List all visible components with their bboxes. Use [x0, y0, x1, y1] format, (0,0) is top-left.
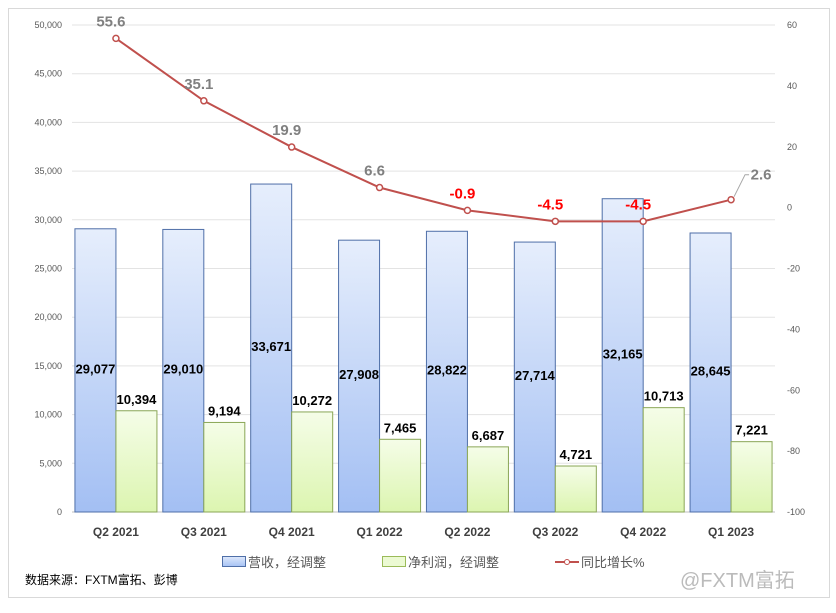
bar-revenue	[162, 228, 205, 513]
legend-label: 净利润，经调整	[408, 555, 500, 570]
profit-data-label: 10,394	[117, 392, 158, 407]
bar-revenue	[689, 232, 732, 513]
watermark: @FXTM富拓	[680, 570, 795, 592]
profit-data-label: 4,721	[560, 447, 593, 462]
legend-swatch-revenue	[222, 556, 246, 567]
profit-data-label: 10,272	[292, 393, 332, 408]
x-tick-label: Q1 2023	[708, 525, 754, 539]
revenue-data-label: 32,165	[603, 346, 643, 361]
bar-revenue	[601, 198, 644, 513]
bar-revenue	[74, 228, 117, 513]
growth-data-label: 2.6	[751, 167, 772, 184]
bar-profit	[466, 446, 509, 513]
legend-label: 同比增长%	[581, 555, 645, 570]
right-tick-label: -60	[787, 385, 800, 395]
legend-revenue: 营收，经调整	[222, 552, 326, 571]
legend-profit: 净利润，经调整	[382, 552, 499, 571]
right-tick-label: -20	[787, 264, 800, 274]
revenue-data-label: 27,714	[515, 368, 556, 383]
growth-data-label: -4.5	[625, 196, 651, 213]
bar-profit	[554, 465, 597, 513]
bar-profit	[203, 421, 246, 513]
left-tick-label: 10,000	[34, 410, 62, 420]
left-tick-label: 50,000	[34, 20, 62, 30]
x-tick-label: Q3 2022	[532, 525, 578, 539]
bar-revenue	[250, 183, 293, 513]
x-tick-label: Q3 2021	[181, 525, 227, 539]
left-tick-label: 30,000	[34, 215, 62, 225]
profit-data-label: 9,194	[208, 403, 241, 418]
right-tick-label: -80	[787, 446, 800, 456]
growth-data-label: 35.1	[184, 76, 213, 93]
left-tick-label: 35,000	[34, 166, 62, 176]
x-tick-label: Q4 2022	[620, 525, 666, 539]
profit-data-label: 7,221	[735, 423, 768, 438]
left-tick-label: 5,000	[39, 458, 62, 468]
revenue-data-label: 28,822	[427, 363, 467, 378]
growth-data-label: 19.9	[272, 122, 301, 139]
revenue-data-label: 27,908	[339, 367, 379, 382]
bar-profit	[379, 438, 422, 513]
right-tick-label: 20	[787, 142, 797, 152]
left-tick-label: 45,000	[34, 69, 62, 79]
right-tick-label: 40	[787, 81, 797, 91]
right-tick-label: -100	[787, 507, 805, 517]
growth-point	[551, 217, 560, 226]
growth-data-label: 55.6	[96, 13, 125, 30]
growth-data-label: -4.5	[537, 196, 563, 213]
profit-data-label: 10,713	[644, 389, 684, 404]
x-tick-label: Q2 2021	[93, 525, 139, 539]
bar-profit	[730, 441, 773, 513]
growth-point	[375, 183, 384, 192]
growth-point	[463, 206, 472, 215]
revenue-data-label: 28,645	[691, 363, 731, 378]
source-note: 数据来源：FXTM富拓、彭博	[25, 573, 178, 587]
growth-point	[639, 217, 647, 226]
bar-profit	[642, 407, 685, 513]
revenue-data-label: 29,010	[163, 362, 203, 377]
growth-point	[200, 97, 208, 105]
profit-data-label: 7,465	[384, 420, 417, 435]
left-tick-label: 15,000	[34, 361, 62, 371]
profit-data-label: 6,687	[472, 428, 505, 443]
right-tick-label: 0	[787, 203, 792, 213]
bar-profit	[291, 411, 334, 513]
growth-point	[727, 195, 735, 204]
x-tick-label: Q2 2022	[444, 525, 490, 539]
legend-line-icon	[555, 558, 579, 565]
growth-data-label: -0.9	[450, 185, 476, 202]
growth-line	[115, 37, 732, 223]
growth-point	[112, 34, 120, 43]
chart-frame	[8, 8, 830, 598]
legend-growth: 同比增长%	[555, 552, 645, 571]
growth-point	[287, 143, 296, 151]
legend-swatch-profit	[382, 556, 406, 567]
revenue-data-label: 33,671	[251, 339, 291, 354]
bar-revenue	[513, 241, 556, 513]
left-tick-label: 0	[57, 507, 62, 517]
leader-line	[733, 174, 750, 197]
right-tick-label: 60	[787, 20, 797, 30]
left-tick-label: 40,000	[34, 117, 62, 127]
x-tick-label: Q4 2021	[269, 525, 315, 539]
growth-data-label: 6.6	[364, 163, 385, 180]
left-tick-label: 20,000	[34, 312, 62, 322]
revenue-data-label: 29,077	[76, 361, 116, 376]
bar-revenue	[425, 230, 468, 513]
left-tick-label: 25,000	[34, 264, 62, 274]
right-tick-label: -40	[787, 324, 800, 334]
legend-label: 营收，经调整	[248, 555, 327, 570]
bar-profit	[115, 410, 158, 513]
bar-revenue	[338, 239, 381, 513]
x-tick-label: Q1 2022	[357, 525, 403, 539]
